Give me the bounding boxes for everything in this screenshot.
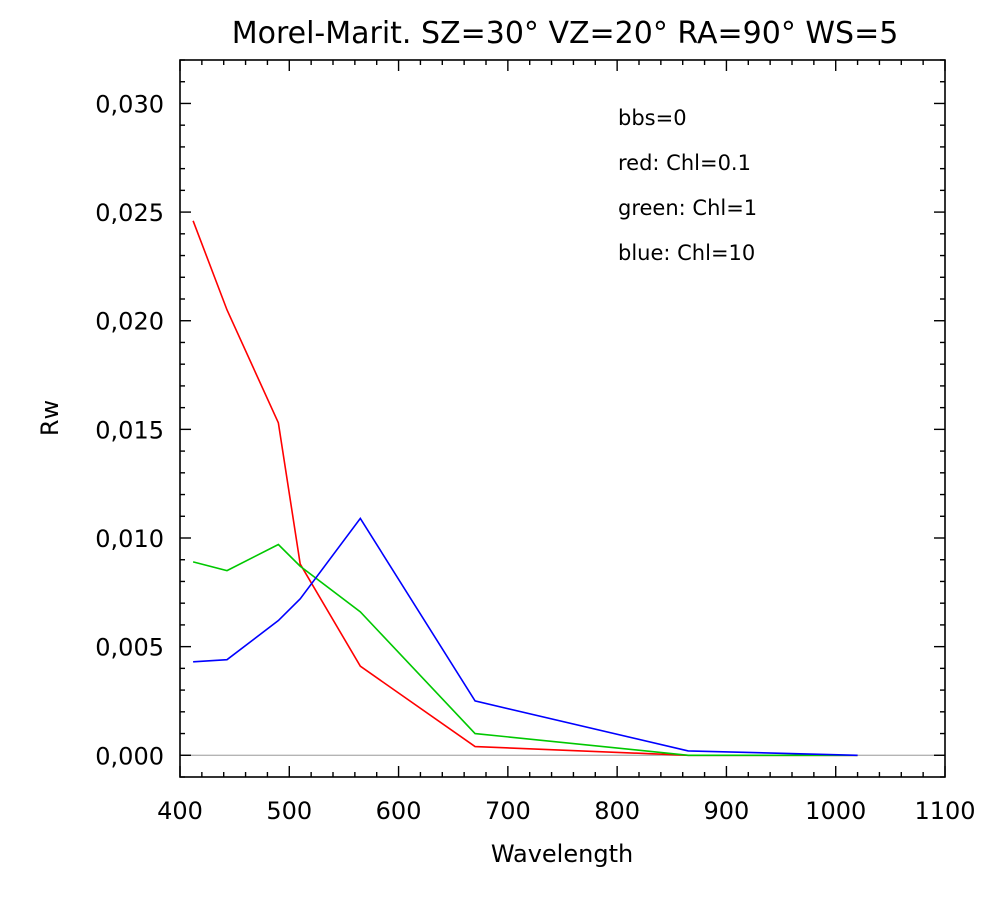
- y-tick-label: 0,030: [95, 90, 164, 118]
- x-tick-label: 700: [485, 797, 531, 825]
- series-line-1: [192, 220, 858, 757]
- y-tick-label: 0,025: [95, 199, 164, 227]
- x-axis-title: Wavelength: [491, 840, 633, 868]
- tick-label-layer: 400 500 600 700 800 900 1000 1100 0,000 0,005 0,01…: [95, 90, 975, 825]
- series-line-2: [192, 543, 858, 757]
- series-line-3: [193, 517, 858, 757]
- tick-layer: [179, 59, 946, 778]
- annotation-1: bbs=0: [618, 106, 687, 130]
- annotation-layer: bbs=0 red: Chl=0.1 green: Chl=1 blue: Chl=1…: [618, 106, 757, 265]
- series-layer: [192, 220, 858, 757]
- y-tick-label: 0,020: [95, 308, 164, 336]
- x-tick-label: 1000: [805, 797, 866, 825]
- x-tick-label: 400: [157, 797, 203, 825]
- x-tick-label: 800: [594, 797, 640, 825]
- annotation-4: blue: Chl=10: [618, 241, 755, 265]
- x-tick-label: 600: [376, 797, 422, 825]
- y-tick-label: 0,015: [95, 416, 164, 444]
- annotation-3: green: Chl=1: [618, 196, 757, 220]
- y-tick-label: 0,005: [95, 634, 164, 662]
- plot-frame: [179, 59, 946, 778]
- chart-title: Morel-Marit. SZ=30° VZ=20° RA=90° WS=5: [232, 16, 899, 51]
- y-axis-title: Rw: [36, 400, 64, 436]
- x-tick-label: 1100: [914, 797, 975, 825]
- x-tick-label: 900: [704, 797, 750, 825]
- annotation-2: red: Chl=0.1: [618, 151, 751, 175]
- x-tick-label: 500: [266, 797, 312, 825]
- y-tick-label: 0,000: [95, 742, 164, 770]
- y-tick-label: 0,010: [95, 525, 164, 553]
